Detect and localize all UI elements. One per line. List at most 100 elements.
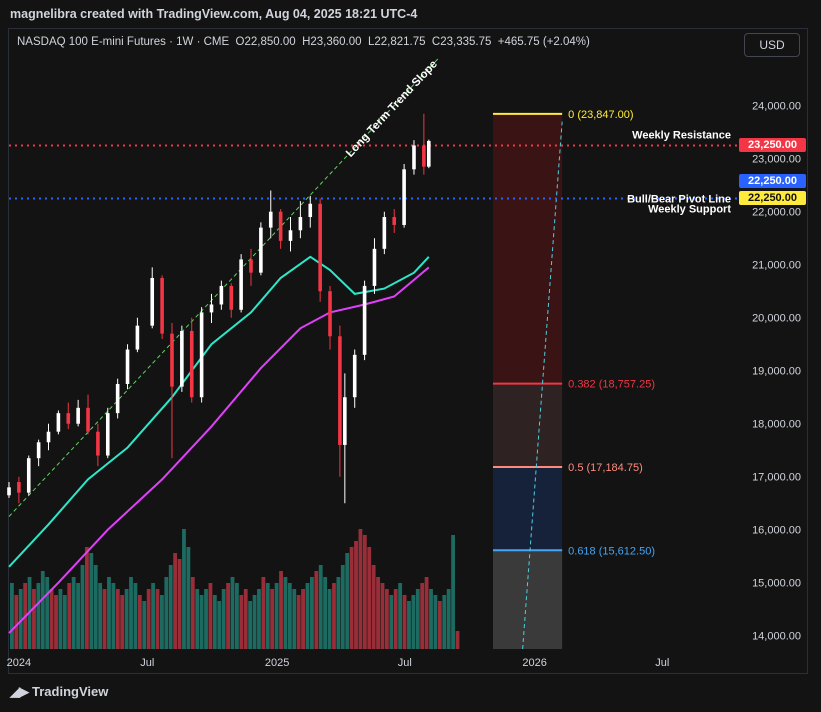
volume-bar-73 [332, 583, 336, 649]
currency-button[interactable]: USD [744, 33, 800, 57]
candle-body-21[interactable] [219, 285, 224, 305]
volume-bar-44 [204, 589, 208, 649]
low-value: 22,821.75 [374, 36, 426, 48]
candle-body-36[interactable] [362, 285, 367, 355]
candle-body-6[interactable] [66, 413, 71, 424]
candle-body-14[interactable] [150, 277, 155, 326]
candle-body-26[interactable] [268, 211, 273, 228]
candle-body-3[interactable] [36, 442, 41, 459]
footer-brand: ◢▶ TradingView [10, 684, 108, 700]
candle-body-39[interactable] [392, 217, 397, 225]
volume-bar-37 [173, 553, 178, 649]
volume-bar-16 [80, 565, 85, 649]
candle-body-41[interactable] [412, 145, 416, 170]
volume-bar-47 [217, 601, 222, 649]
volume-bar-69 [314, 571, 319, 649]
candle-body-13[interactable] [135, 325, 140, 350]
volume-bar-1 [14, 595, 19, 649]
candle-body-28[interactable] [288, 230, 293, 241]
volume-bar-98 [442, 595, 447, 649]
open-label: O [235, 36, 245, 48]
y-tick-label-9: 23,000.00 [752, 154, 801, 166]
candle-body-37[interactable] [372, 248, 377, 286]
candle-body-17[interactable] [180, 330, 184, 387]
candle-body-8[interactable] [86, 407, 90, 432]
candle-body-4[interactable] [46, 431, 51, 443]
candle-body-33[interactable] [338, 336, 342, 445]
volume-bar-2 [18, 589, 23, 649]
candle-body-22[interactable] [229, 285, 234, 310]
candle-body-16[interactable] [170, 333, 174, 387]
volume-bar-40 [186, 547, 191, 649]
volume-bar-50 [230, 577, 235, 649]
candle-body-20[interactable] [209, 304, 214, 313]
candle-body-15[interactable] [160, 277, 164, 334]
candle-body-27[interactable] [278, 211, 283, 241]
chart-frame [8, 28, 808, 674]
volume-bar-96 [433, 595, 438, 649]
y-tick-label-3: 17,000.00 [752, 472, 801, 484]
candle-body-0[interactable] [7, 487, 11, 496]
fib-level-label-2: 0.5 (17,184.75) [568, 462, 643, 474]
volume-bar-11 [58, 589, 63, 649]
volume-bar-56 [257, 589, 261, 649]
candle-body-30[interactable] [308, 203, 313, 218]
candle-body-35[interactable] [352, 354, 357, 398]
volume-bar-19 [93, 565, 98, 649]
volume-bar-84 [380, 583, 385, 649]
volume-bar-29 [137, 595, 142, 649]
volume-bar-60 [274, 583, 279, 649]
volume-bar-36 [168, 565, 173, 649]
volume-bar-32 [151, 583, 155, 649]
x-tick-label-3: Jul [398, 657, 412, 669]
candle-body-34[interactable] [343, 397, 347, 445]
support-price-tag: 22,250.00 [739, 191, 806, 206]
volume-bar-83 [376, 577, 380, 649]
volume-bar-28 [133, 583, 138, 649]
volume-bar-89 [402, 595, 407, 649]
volume-bar-97 [437, 601, 442, 649]
candle-body-11[interactable] [115, 383, 120, 414]
candle-body-40[interactable] [402, 169, 406, 225]
volume-bar-88 [398, 583, 403, 649]
level-label-1: Bull/Bear Pivot Line [627, 193, 731, 205]
volume-bar-24 [115, 589, 120, 649]
candle-body-25[interactable] [259, 227, 263, 273]
candle-body-9[interactable] [96, 431, 100, 456]
volume-bar-100 [451, 535, 455, 649]
candle-body-5[interactable] [56, 413, 61, 432]
candle-body-1[interactable] [17, 482, 21, 493]
volume-bar-82 [371, 565, 376, 649]
volume-bar-17 [85, 547, 89, 649]
high-label: H [302, 36, 311, 48]
candle-body-32[interactable] [328, 291, 332, 337]
volume-bar-39 [182, 529, 186, 649]
volume-bar-70 [318, 565, 323, 649]
volume-bar-27 [129, 577, 133, 649]
candle-body-43[interactable] [426, 140, 431, 167]
volume-bar-42 [195, 589, 200, 649]
candle-body-2[interactable] [26, 458, 31, 493]
candle-body-23[interactable] [239, 259, 243, 310]
candle-body-19[interactable] [199, 312, 204, 398]
volume-bar-33 [155, 589, 160, 649]
volume-bar-15 [76, 583, 80, 649]
close-label: C [431, 36, 441, 48]
y-tick-label-7: 21,000.00 [752, 260, 801, 272]
candle-body-42[interactable] [422, 145, 426, 167]
x-tick-label-0: 2024 [7, 657, 31, 669]
candle-body-7[interactable] [76, 407, 80, 424]
candle-body-31[interactable] [318, 203, 322, 292]
candle-body-18[interactable] [189, 330, 194, 398]
candle-body-24[interactable] [249, 259, 253, 273]
volume-bar-20 [98, 583, 103, 649]
candle-body-38[interactable] [382, 217, 387, 249]
volume-bar-76 [345, 553, 350, 649]
candle-body-12[interactable] [125, 349, 130, 384]
volume-bar-99 [446, 589, 451, 649]
volume-bar-77 [349, 547, 354, 649]
volume-bar-51 [235, 583, 239, 649]
candle-body-10[interactable] [105, 413, 110, 456]
candle-body-29[interactable] [298, 217, 303, 231]
